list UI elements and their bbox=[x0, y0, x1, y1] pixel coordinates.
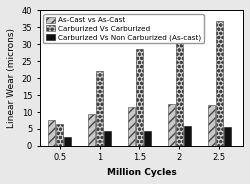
Bar bbox=[128, 107, 135, 146]
Bar bbox=[184, 125, 191, 146]
Bar bbox=[168, 104, 175, 146]
Bar bbox=[216, 21, 223, 146]
Legend: As-Cast vs As-Cast, Carburized Vs Carburized, Carburized Vs Non Carburized (As-c: As-Cast vs As-Cast, Carburized Vs Carbur… bbox=[44, 14, 204, 43]
X-axis label: Million Cycles: Million Cycles bbox=[106, 168, 176, 177]
Bar bbox=[104, 131, 111, 146]
Bar bbox=[224, 127, 231, 146]
Bar bbox=[96, 71, 103, 146]
Bar bbox=[88, 114, 95, 146]
Y-axis label: Linear Wear (microns): Linear Wear (microns) bbox=[7, 28, 16, 128]
Bar bbox=[176, 27, 183, 146]
Bar bbox=[64, 137, 71, 146]
Bar bbox=[48, 121, 55, 146]
Bar bbox=[56, 124, 63, 146]
Bar bbox=[208, 105, 215, 146]
Bar bbox=[144, 131, 151, 146]
Bar bbox=[136, 49, 143, 146]
